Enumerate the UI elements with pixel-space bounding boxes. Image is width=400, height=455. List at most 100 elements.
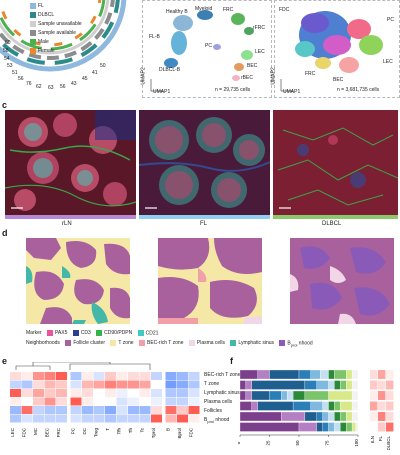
heatmap-col-label: FRC [56, 427, 61, 437]
heatmap-cell [10, 397, 21, 406]
heatmap-cell [44, 414, 56, 423]
heatmap-col-label: BEC [45, 427, 50, 437]
fl-color-bar [139, 215, 270, 219]
heatmap-cell [56, 414, 67, 423]
map-fl [158, 238, 262, 324]
stacked-segment [239, 369, 258, 380]
cohort-ring-chart [0, 0, 127, 72]
stacked-segment [245, 390, 252, 401]
heatmap-cell [21, 380, 33, 389]
panel-f-stacked: 0 25 50 75 100 [236, 366, 362, 450]
stacked-segment [269, 390, 282, 401]
umap-label: LEC [255, 49, 265, 55]
stacked-segment [328, 380, 335, 390]
nh-bprol: B [287, 340, 291, 347]
e-row-label: Follicles [204, 408, 223, 414]
umap-label: FRC [305, 71, 316, 77]
heatmap-cell [139, 380, 151, 389]
cluster-t [323, 35, 351, 55]
stacked-segment [310, 401, 323, 411]
stacked-segment [334, 380, 341, 390]
heatmap-cell [139, 372, 151, 380]
side-heat-cell [378, 370, 386, 379]
stacked-segment [239, 390, 247, 401]
side-heat-cell [386, 391, 394, 400]
panel-f-side-heatmap: rLN FL DLBCL [368, 370, 398, 451]
side-heatmap: rLN FL DLBCL [370, 370, 394, 451]
heatmap-cell [151, 372, 162, 380]
heatmap-cell [21, 406, 33, 414]
side-heat-col-label: rLN [370, 436, 375, 443]
stacked-segment [316, 411, 323, 422]
cluster-pc [213, 44, 221, 50]
heatmap-cell [33, 397, 44, 406]
umap-label: DLBCL-B [159, 67, 181, 73]
stacked-segment [351, 390, 359, 401]
stacked-segment [298, 369, 311, 380]
nh-bprol-tail: nhood [297, 340, 313, 347]
heatmap-cell [10, 372, 21, 380]
stacked-segment [346, 380, 353, 390]
ring-number: 54 [4, 56, 10, 62]
stacked-segment [328, 369, 335, 380]
heatmap-cell [70, 414, 82, 423]
side-heat-cell [386, 401, 394, 411]
stacked-segment [328, 422, 335, 432]
ring-number: 76 [26, 81, 32, 87]
e-row-label: Lymphatic sinus [204, 390, 240, 396]
heatmap-cell [177, 406, 188, 414]
cd21-swatch [137, 330, 144, 336]
heatmap-cell [82, 380, 93, 389]
heatmap-cell [116, 414, 128, 423]
heatmap-col-label: DC [82, 427, 87, 434]
heatmap-cell [105, 414, 116, 423]
heatmap-col-label: Th [128, 428, 133, 434]
cluster-frc [231, 13, 245, 25]
stacked-segment [334, 411, 341, 422]
heatmap-cell [128, 380, 139, 389]
heatmap-cell [82, 414, 93, 423]
heatmap-col-label: Tprol [151, 428, 156, 438]
ring-number: 45 [82, 76, 88, 82]
x-tick-label: 75 [325, 440, 330, 446]
e-row-label: T zone [204, 381, 220, 387]
stacked-segment [257, 401, 294, 411]
legend-dlbcl: DLBCL [38, 12, 55, 18]
heatmap-col-label: T [105, 428, 110, 431]
cd90-swatch [96, 330, 103, 336]
heatmap-cell [93, 414, 105, 423]
side-heat-cell [378, 380, 386, 390]
umap-label: FRC [223, 7, 234, 13]
heatmap-cell [105, 397, 116, 406]
rln-fluorescence [5, 110, 136, 215]
side-heat-cell [370, 380, 378, 390]
stacked-segment [292, 390, 306, 401]
heatmap-cell [105, 380, 116, 389]
heatmap-cell [177, 389, 188, 397]
panel-b-umap-full: FDC PC LEC FRC BEC UMAP1 UMAP2 n = 3,681… [271, 0, 400, 98]
title-fl: FL [200, 221, 208, 227]
cluster-t2 [347, 19, 371, 39]
heatmap-cell [44, 406, 56, 414]
heatmap-cell [82, 406, 93, 414]
stacked-segment [334, 369, 347, 380]
heatmap-cell [165, 389, 177, 397]
heatmap-cell [70, 397, 82, 406]
umap-label: FL-B [149, 34, 160, 40]
panel-e-heatmap: LEC FDC MC BEC FRC PC DC Treg T Tfh Th Tc Tprol B Bpro… [2, 361, 202, 450]
e-row-label-bprol: Bprol nhood [204, 417, 229, 424]
bprol-swatch [279, 340, 286, 346]
heatmap-cell [151, 380, 162, 389]
heatmap-cell [56, 372, 67, 380]
heatmap-cell [128, 397, 139, 406]
umap-label: PC [205, 43, 212, 49]
heatmap-cell [177, 414, 188, 423]
stacked-segment [281, 411, 306, 422]
heatmap-cell [165, 380, 177, 389]
stacked-segment [316, 380, 329, 390]
stacked-segment [355, 422, 359, 432]
stacked-segment [346, 369, 353, 380]
map-dlbcl [290, 238, 394, 324]
image-dlbcl [273, 110, 398, 215]
image-fl [139, 110, 270, 215]
